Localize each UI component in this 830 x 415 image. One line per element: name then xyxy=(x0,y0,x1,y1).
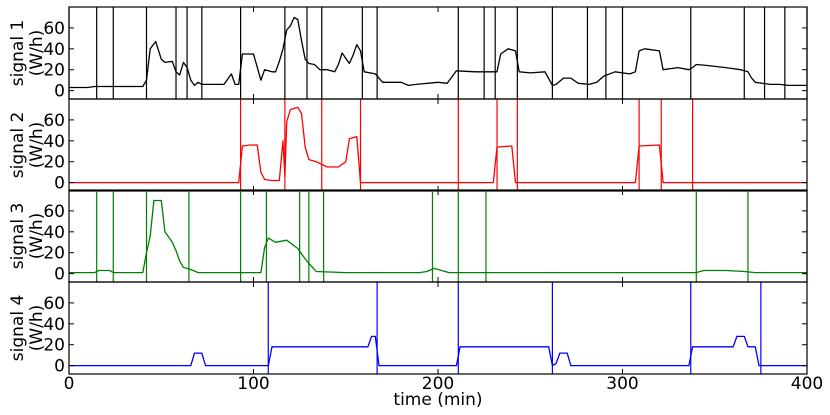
x-tick-label: 0 xyxy=(64,374,75,394)
y-tick-label: 20 xyxy=(43,244,65,264)
y-axis-unit: (W/h) xyxy=(27,122,47,169)
y-axis-label: signal 1 xyxy=(8,20,28,87)
y-tick-label: 20 xyxy=(43,336,65,356)
series-line xyxy=(69,106,807,184)
y-axis-label: signal 4 xyxy=(8,295,28,362)
x-axis-ticks: 0 100 200 300 400 xyxy=(64,374,824,394)
x-tick-label: 200 xyxy=(422,374,454,394)
changepoint-lines xyxy=(239,99,694,191)
y-axis-unit: (W/h) xyxy=(27,305,47,352)
x-tick-label: 100 xyxy=(237,374,269,394)
y-tick-label: 40 xyxy=(43,132,65,152)
y-axis-label: signal 2 xyxy=(8,112,28,179)
y-tick-label: 60 xyxy=(43,19,65,39)
series-line xyxy=(69,199,807,274)
y-tick-label: 0 xyxy=(54,265,65,285)
y-tick-label: 0 xyxy=(54,82,65,102)
y-tick-label: 60 xyxy=(43,111,65,131)
y-tick-label: 60 xyxy=(43,294,65,314)
y-tick-label: 20 xyxy=(43,61,65,81)
changepoint-lines xyxy=(96,190,808,282)
y-axis-unit: (W/h) xyxy=(27,213,47,260)
y-tick-label: 20 xyxy=(43,153,65,173)
panel-frame xyxy=(68,6,808,100)
series-line xyxy=(69,16,807,89)
x-axis-label: time (min) xyxy=(393,390,482,410)
y-tick-label: 40 xyxy=(43,40,65,60)
series-line xyxy=(69,335,807,367)
y-axis-unit: (W/h) xyxy=(27,30,47,77)
y-tick-label: 0 xyxy=(54,174,65,194)
y-tick-label: 40 xyxy=(43,223,65,243)
panel-frame xyxy=(68,98,808,192)
x-tick-label: 300 xyxy=(606,374,638,394)
y-tick-label: 0 xyxy=(54,357,65,377)
x-tick-label: 400 xyxy=(791,374,823,394)
changepoint-lines xyxy=(68,7,808,99)
y-tick-label: 60 xyxy=(43,202,65,222)
y-axis-label: signal 3 xyxy=(8,203,28,270)
panel-frame xyxy=(68,281,808,375)
y-tick-label: 40 xyxy=(43,315,65,335)
changepoint-lines xyxy=(267,282,762,374)
